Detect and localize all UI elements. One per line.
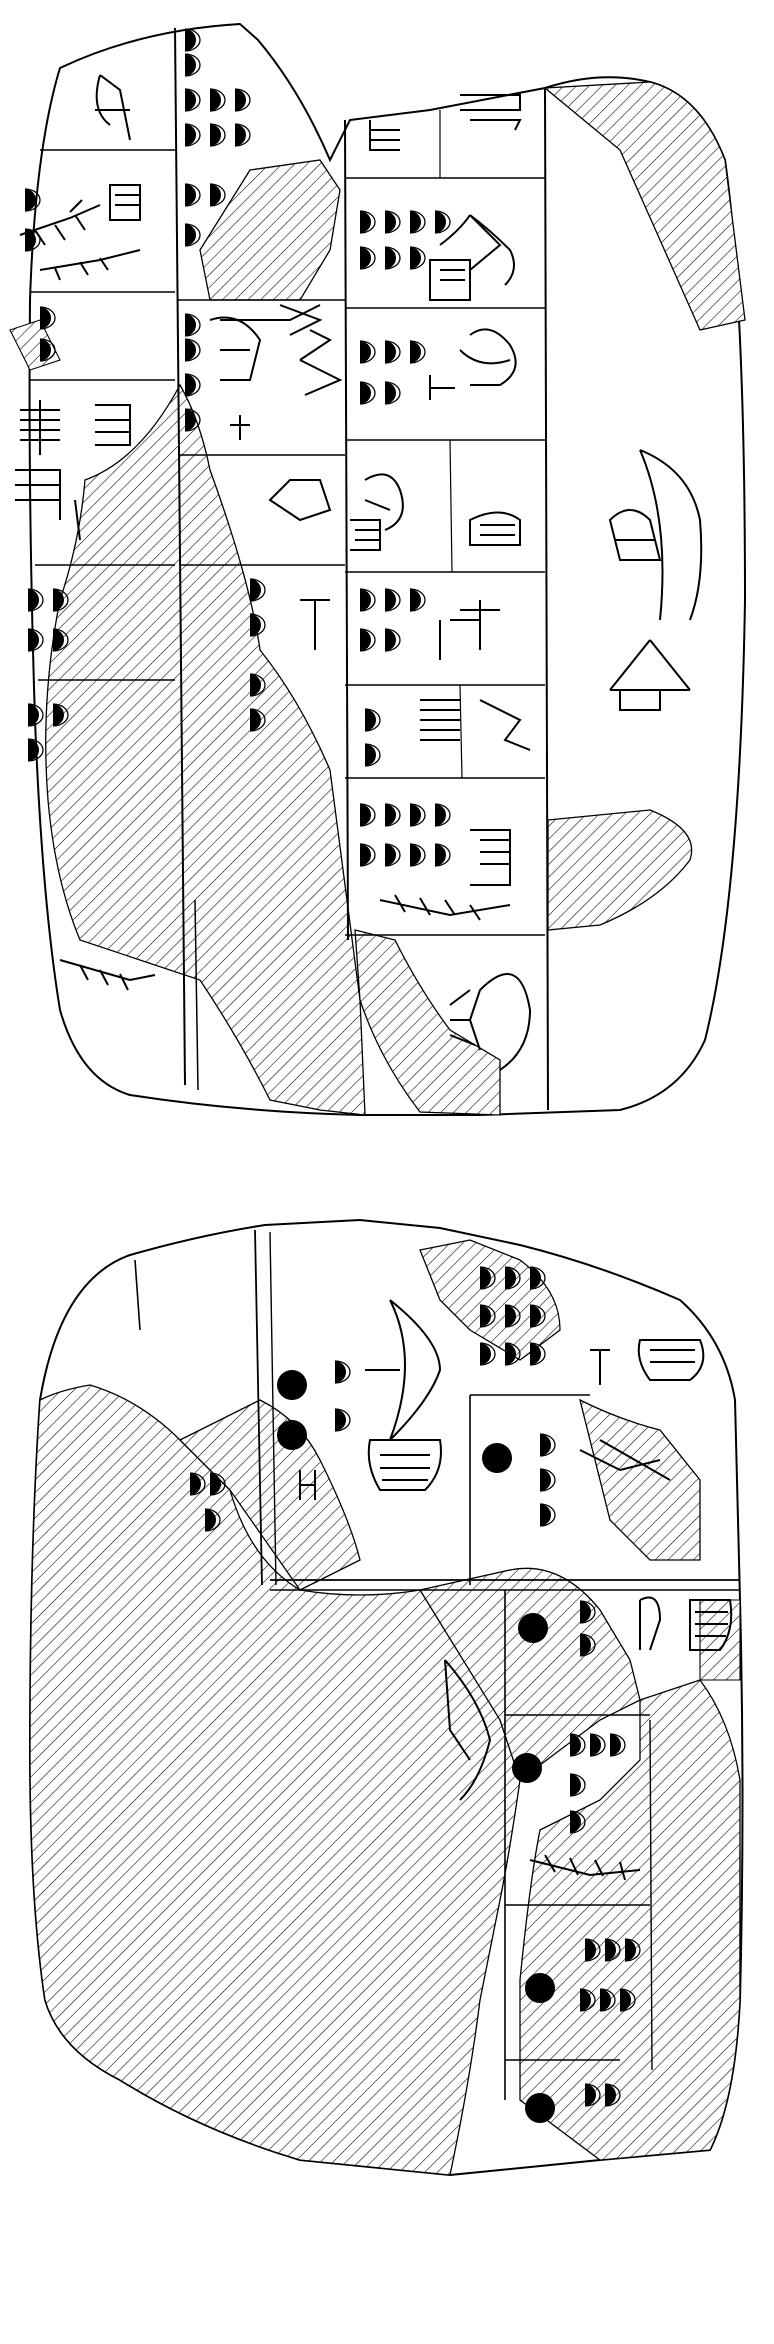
damage-area (543, 81, 746, 331)
numeral-sign (277, 1370, 555, 2123)
damage-area (178, 1399, 361, 1591)
tablet-reverse (28, 1218, 744, 2177)
damage-area (419, 1239, 561, 1361)
damage-area (199, 159, 341, 301)
damage-area (45, 383, 366, 1116)
damage-area (354, 929, 501, 1116)
cuneiform-sign (15, 74, 703, 1071)
cuneiform-sign (299, 1299, 733, 1881)
damage-area (579, 1398, 701, 1561)
damage-area (547, 809, 693, 931)
damage-area (29, 1384, 521, 2176)
damage-area (519, 1679, 741, 2161)
tablet-obverse (9, 22, 747, 1116)
damage-area (9, 319, 61, 371)
